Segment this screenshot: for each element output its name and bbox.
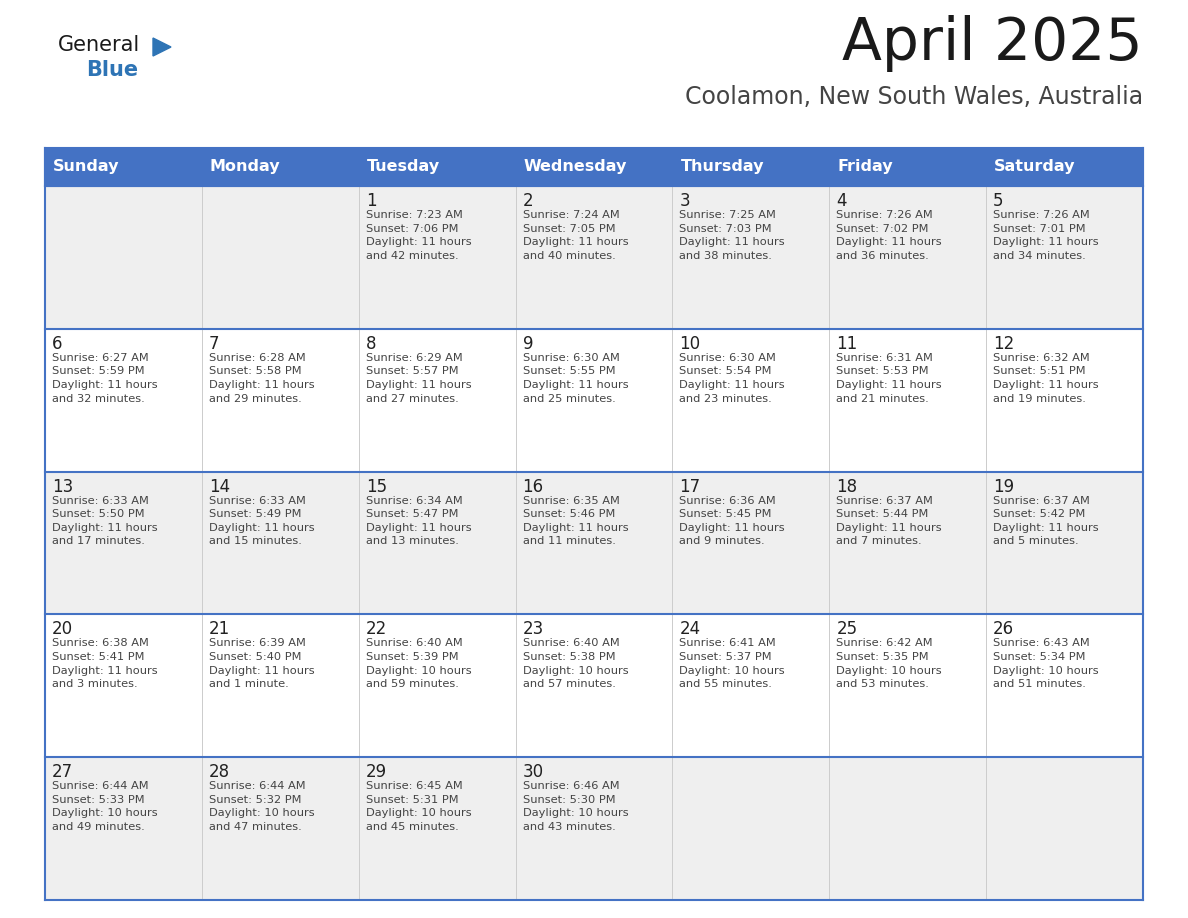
- Bar: [45, 148, 202, 186]
- Text: 4: 4: [836, 192, 847, 210]
- Bar: [45, 329, 1143, 472]
- Bar: [672, 148, 829, 186]
- Text: Sunrise: 7:26 AM
Sunset: 7:02 PM
Daylight: 11 hours
and 36 minutes.: Sunrise: 7:26 AM Sunset: 7:02 PM Dayligh…: [836, 210, 942, 261]
- Text: Sunrise: 6:32 AM
Sunset: 5:51 PM
Daylight: 11 hours
and 19 minutes.: Sunrise: 6:32 AM Sunset: 5:51 PM Dayligh…: [993, 353, 1099, 404]
- Text: Sunrise: 7:23 AM
Sunset: 7:06 PM
Daylight: 11 hours
and 42 minutes.: Sunrise: 7:23 AM Sunset: 7:06 PM Dayligh…: [366, 210, 472, 261]
- Text: Sunrise: 6:33 AM
Sunset: 5:50 PM
Daylight: 11 hours
and 17 minutes.: Sunrise: 6:33 AM Sunset: 5:50 PM Dayligh…: [52, 496, 158, 546]
- Bar: [45, 757, 1143, 900]
- Text: Sunrise: 6:31 AM
Sunset: 5:53 PM
Daylight: 11 hours
and 21 minutes.: Sunrise: 6:31 AM Sunset: 5:53 PM Dayligh…: [836, 353, 942, 404]
- Text: 28: 28: [209, 763, 230, 781]
- Bar: [45, 614, 1143, 757]
- Text: Sunrise: 6:45 AM
Sunset: 5:31 PM
Daylight: 10 hours
and 45 minutes.: Sunrise: 6:45 AM Sunset: 5:31 PM Dayligh…: [366, 781, 472, 832]
- Text: Tuesday: Tuesday: [367, 160, 440, 174]
- Bar: [45, 148, 1143, 186]
- Text: Sunrise: 6:36 AM
Sunset: 5:45 PM
Daylight: 11 hours
and 9 minutes.: Sunrise: 6:36 AM Sunset: 5:45 PM Dayligh…: [680, 496, 785, 546]
- Text: 7: 7: [209, 335, 220, 353]
- Text: 10: 10: [680, 335, 701, 353]
- Text: Coolamon, New South Wales, Australia: Coolamon, New South Wales, Australia: [684, 85, 1143, 109]
- Text: April 2025: April 2025: [842, 15, 1143, 72]
- Text: 11: 11: [836, 335, 858, 353]
- Text: 5: 5: [993, 192, 1004, 210]
- Text: Sunrise: 6:29 AM
Sunset: 5:57 PM
Daylight: 11 hours
and 27 minutes.: Sunrise: 6:29 AM Sunset: 5:57 PM Dayligh…: [366, 353, 472, 404]
- Text: Sunrise: 6:28 AM
Sunset: 5:58 PM
Daylight: 11 hours
and 29 minutes.: Sunrise: 6:28 AM Sunset: 5:58 PM Dayligh…: [209, 353, 315, 404]
- Text: 8: 8: [366, 335, 377, 353]
- Text: Sunrise: 6:37 AM
Sunset: 5:42 PM
Daylight: 11 hours
and 5 minutes.: Sunrise: 6:37 AM Sunset: 5:42 PM Dayligh…: [993, 496, 1099, 546]
- Text: Sunday: Sunday: [53, 160, 120, 174]
- Text: Wednesday: Wednesday: [524, 160, 627, 174]
- Text: 20: 20: [52, 621, 74, 638]
- Text: 27: 27: [52, 763, 74, 781]
- Text: 14: 14: [209, 477, 230, 496]
- Text: 16: 16: [523, 477, 544, 496]
- Bar: [516, 148, 672, 186]
- Text: Sunrise: 6:46 AM
Sunset: 5:30 PM
Daylight: 10 hours
and 43 minutes.: Sunrise: 6:46 AM Sunset: 5:30 PM Dayligh…: [523, 781, 628, 832]
- Text: 13: 13: [52, 477, 74, 496]
- Bar: [45, 472, 1143, 614]
- Text: 30: 30: [523, 763, 544, 781]
- Text: 24: 24: [680, 621, 701, 638]
- Text: 19: 19: [993, 477, 1015, 496]
- Bar: [202, 148, 359, 186]
- Text: 6: 6: [52, 335, 63, 353]
- Text: Blue: Blue: [86, 60, 138, 80]
- Text: Sunrise: 6:27 AM
Sunset: 5:59 PM
Daylight: 11 hours
and 32 minutes.: Sunrise: 6:27 AM Sunset: 5:59 PM Dayligh…: [52, 353, 158, 404]
- Text: 1: 1: [366, 192, 377, 210]
- Text: Sunrise: 7:25 AM
Sunset: 7:03 PM
Daylight: 11 hours
and 38 minutes.: Sunrise: 7:25 AM Sunset: 7:03 PM Dayligh…: [680, 210, 785, 261]
- Text: Sunrise: 6:38 AM
Sunset: 5:41 PM
Daylight: 11 hours
and 3 minutes.: Sunrise: 6:38 AM Sunset: 5:41 PM Dayligh…: [52, 638, 158, 689]
- Text: Sunrise: 6:40 AM
Sunset: 5:38 PM
Daylight: 10 hours
and 57 minutes.: Sunrise: 6:40 AM Sunset: 5:38 PM Dayligh…: [523, 638, 628, 689]
- Text: 17: 17: [680, 477, 701, 496]
- Text: Sunrise: 6:30 AM
Sunset: 5:54 PM
Daylight: 11 hours
and 23 minutes.: Sunrise: 6:30 AM Sunset: 5:54 PM Dayligh…: [680, 353, 785, 404]
- Polygon shape: [153, 38, 171, 56]
- Bar: [45, 186, 1143, 329]
- Text: 29: 29: [366, 763, 387, 781]
- Text: Sunrise: 6:34 AM
Sunset: 5:47 PM
Daylight: 11 hours
and 13 minutes.: Sunrise: 6:34 AM Sunset: 5:47 PM Dayligh…: [366, 496, 472, 546]
- Text: 26: 26: [993, 621, 1015, 638]
- Text: 18: 18: [836, 477, 858, 496]
- Text: 23: 23: [523, 621, 544, 638]
- Text: Sunrise: 7:26 AM
Sunset: 7:01 PM
Daylight: 11 hours
and 34 minutes.: Sunrise: 7:26 AM Sunset: 7:01 PM Dayligh…: [993, 210, 1099, 261]
- Text: Saturday: Saturday: [994, 160, 1075, 174]
- Text: Sunrise: 6:35 AM
Sunset: 5:46 PM
Daylight: 11 hours
and 11 minutes.: Sunrise: 6:35 AM Sunset: 5:46 PM Dayligh…: [523, 496, 628, 546]
- Text: Sunrise: 6:30 AM
Sunset: 5:55 PM
Daylight: 11 hours
and 25 minutes.: Sunrise: 6:30 AM Sunset: 5:55 PM Dayligh…: [523, 353, 628, 404]
- Text: 25: 25: [836, 621, 858, 638]
- Text: Sunrise: 6:41 AM
Sunset: 5:37 PM
Daylight: 10 hours
and 55 minutes.: Sunrise: 6:41 AM Sunset: 5:37 PM Dayligh…: [680, 638, 785, 689]
- Bar: [359, 148, 516, 186]
- Text: Sunrise: 6:37 AM
Sunset: 5:44 PM
Daylight: 11 hours
and 7 minutes.: Sunrise: 6:37 AM Sunset: 5:44 PM Dayligh…: [836, 496, 942, 546]
- Text: 22: 22: [366, 621, 387, 638]
- Text: Sunrise: 6:42 AM
Sunset: 5:35 PM
Daylight: 10 hours
and 53 minutes.: Sunrise: 6:42 AM Sunset: 5:35 PM Dayligh…: [836, 638, 942, 689]
- Text: Sunrise: 6:40 AM
Sunset: 5:39 PM
Daylight: 10 hours
and 59 minutes.: Sunrise: 6:40 AM Sunset: 5:39 PM Dayligh…: [366, 638, 472, 689]
- Text: Sunrise: 6:33 AM
Sunset: 5:49 PM
Daylight: 11 hours
and 15 minutes.: Sunrise: 6:33 AM Sunset: 5:49 PM Dayligh…: [209, 496, 315, 546]
- Text: Monday: Monday: [210, 160, 280, 174]
- Text: 9: 9: [523, 335, 533, 353]
- Text: General: General: [58, 35, 140, 55]
- Text: 2: 2: [523, 192, 533, 210]
- Bar: [829, 148, 986, 186]
- Text: Sunrise: 6:43 AM
Sunset: 5:34 PM
Daylight: 10 hours
and 51 minutes.: Sunrise: 6:43 AM Sunset: 5:34 PM Dayligh…: [993, 638, 1099, 689]
- Text: Thursday: Thursday: [681, 160, 764, 174]
- Text: 15: 15: [366, 477, 387, 496]
- Text: Friday: Friday: [838, 160, 893, 174]
- Text: 21: 21: [209, 621, 230, 638]
- Text: Sunrise: 7:24 AM
Sunset: 7:05 PM
Daylight: 11 hours
and 40 minutes.: Sunrise: 7:24 AM Sunset: 7:05 PM Dayligh…: [523, 210, 628, 261]
- Text: Sunrise: 6:44 AM
Sunset: 5:33 PM
Daylight: 10 hours
and 49 minutes.: Sunrise: 6:44 AM Sunset: 5:33 PM Dayligh…: [52, 781, 158, 832]
- Bar: [986, 148, 1143, 186]
- Text: 3: 3: [680, 192, 690, 210]
- Text: Sunrise: 6:39 AM
Sunset: 5:40 PM
Daylight: 11 hours
and 1 minute.: Sunrise: 6:39 AM Sunset: 5:40 PM Dayligh…: [209, 638, 315, 689]
- Text: 12: 12: [993, 335, 1015, 353]
- Text: Sunrise: 6:44 AM
Sunset: 5:32 PM
Daylight: 10 hours
and 47 minutes.: Sunrise: 6:44 AM Sunset: 5:32 PM Dayligh…: [209, 781, 315, 832]
